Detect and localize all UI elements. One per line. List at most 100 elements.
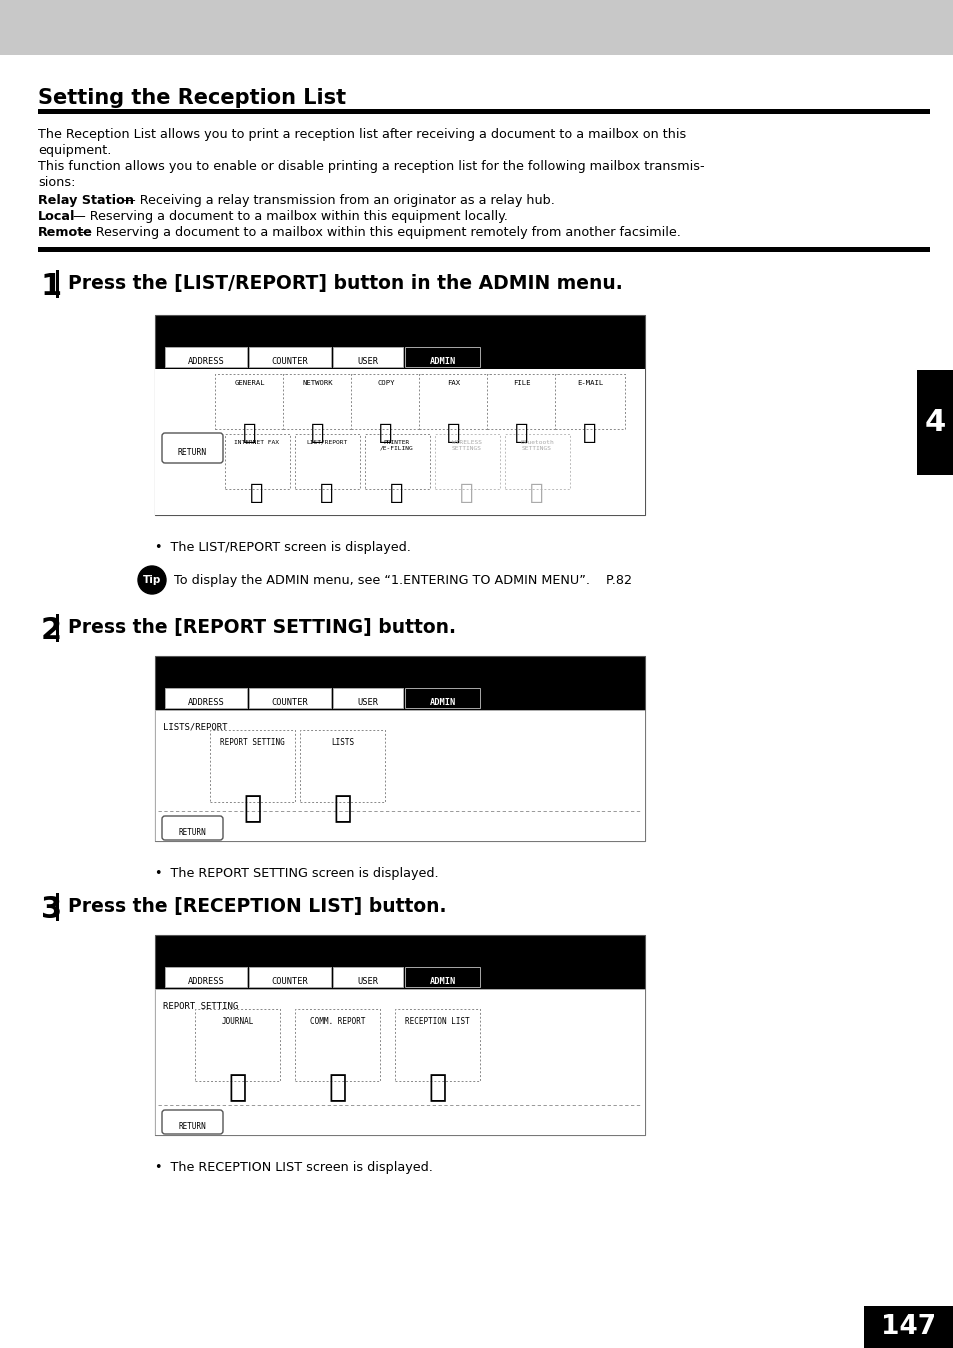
FancyBboxPatch shape xyxy=(162,1109,223,1134)
Text: COUNTER: COUNTER xyxy=(272,977,308,985)
Text: COUNTER: COUNTER xyxy=(272,357,308,367)
Bar xyxy=(154,936,644,1135)
Text: USER: USER xyxy=(357,698,378,706)
Text: ADDRESS: ADDRESS xyxy=(188,357,224,367)
Text: 3: 3 xyxy=(41,895,62,923)
Text: REPORT SETTING: REPORT SETTING xyxy=(163,1002,238,1011)
Bar xyxy=(154,369,644,515)
Text: COMM. REPORT: COMM. REPORT xyxy=(310,1016,365,1026)
Text: 🔧: 🔧 xyxy=(530,483,543,503)
Text: FAX: FAX xyxy=(447,380,460,386)
Bar xyxy=(165,967,247,987)
Text: 🔧: 🔧 xyxy=(243,423,256,443)
Text: Press the [LIST/REPORT] button in the ADMIN menu.: Press the [LIST/REPORT] button in the AD… xyxy=(68,274,622,293)
Text: RETURN: RETURN xyxy=(178,828,206,837)
Bar xyxy=(333,687,402,708)
Text: Press the [REPORT SETTING] button.: Press the [REPORT SETTING] button. xyxy=(68,617,456,638)
Text: Bluetooth
SETTINGS: Bluetooth SETTINGS xyxy=(519,439,554,450)
Bar xyxy=(154,989,644,1135)
Text: Relay Station: Relay Station xyxy=(38,194,133,208)
Bar xyxy=(154,710,644,841)
Text: 🔧: 🔧 xyxy=(390,483,403,503)
Bar xyxy=(210,731,294,802)
Text: — Receiving a relay transmission from an originator as a relay hub.: — Receiving a relay transmission from an… xyxy=(118,194,554,208)
Text: ADMIN: ADMIN xyxy=(429,698,456,706)
Text: Remote: Remote xyxy=(38,226,92,239)
Bar xyxy=(863,1306,953,1348)
Text: LIST/REPORT: LIST/REPORT xyxy=(306,439,347,445)
Bar xyxy=(435,434,499,489)
Text: RECEPTION LIST: RECEPTION LIST xyxy=(405,1016,470,1026)
Text: RETURN: RETURN xyxy=(178,1122,206,1131)
Text: 🔧: 🔧 xyxy=(582,423,596,443)
Bar xyxy=(283,373,353,429)
Bar xyxy=(351,373,420,429)
Bar xyxy=(249,967,331,987)
Text: E-MAIL: E-MAIL xyxy=(577,380,602,386)
Text: LISTS/REPORT: LISTS/REPORT xyxy=(163,723,227,732)
Text: The Reception List allows you to print a reception list after receiving a docume: The Reception List allows you to print a… xyxy=(38,128,685,142)
Text: 🔧: 🔧 xyxy=(515,423,528,443)
Text: INTERNET FAX: INTERNET FAX xyxy=(234,439,279,445)
Bar xyxy=(154,710,644,841)
Text: 📄: 📄 xyxy=(243,794,261,824)
Text: USER: USER xyxy=(357,977,378,985)
Text: PRINTER
/E-FILING: PRINTER /E-FILING xyxy=(379,439,414,450)
Bar xyxy=(165,687,247,708)
Text: •  The LIST/REPORT screen is displayed.: • The LIST/REPORT screen is displayed. xyxy=(154,541,411,554)
Text: 🔧: 🔧 xyxy=(311,423,324,443)
Text: •  The REPORT SETTING screen is displayed.: • The REPORT SETTING screen is displayed… xyxy=(154,867,438,880)
Bar xyxy=(249,687,331,708)
Text: sions:: sions: xyxy=(38,177,75,189)
Text: 1: 1 xyxy=(41,272,62,301)
Bar xyxy=(333,346,402,367)
Text: 2: 2 xyxy=(41,616,62,644)
Bar xyxy=(249,346,331,367)
Text: 🔧: 🔧 xyxy=(250,483,263,503)
Bar xyxy=(299,731,385,802)
Bar xyxy=(294,434,359,489)
Bar xyxy=(486,373,557,429)
Text: Tip: Tip xyxy=(143,576,161,585)
Text: NETWORK: NETWORK xyxy=(302,380,333,386)
Text: 🔧: 🔧 xyxy=(460,483,474,503)
Bar xyxy=(165,346,247,367)
Text: •  The RECEPTION LIST screen is displayed.: • The RECEPTION LIST screen is displayed… xyxy=(154,1161,433,1174)
Text: Press the [RECEPTION LIST] button.: Press the [RECEPTION LIST] button. xyxy=(68,896,446,917)
Bar xyxy=(395,1010,479,1081)
Text: WIRELESS
SETTINGS: WIRELESS SETTINGS xyxy=(452,439,481,450)
Bar xyxy=(38,109,929,115)
Bar xyxy=(56,892,59,921)
Text: 🔧: 🔧 xyxy=(320,483,334,503)
Circle shape xyxy=(138,566,166,594)
Text: ADMIN: ADMIN xyxy=(429,977,456,985)
Text: 📄: 📄 xyxy=(428,1073,446,1103)
Text: Setting the Reception List: Setting the Reception List xyxy=(38,88,346,108)
Text: JOURNAL: JOURNAL xyxy=(221,1016,253,1026)
FancyBboxPatch shape xyxy=(162,433,223,462)
Text: COUNTER: COUNTER xyxy=(272,698,308,706)
Text: COPY: COPY xyxy=(376,380,395,386)
Text: 📄: 📄 xyxy=(333,794,352,824)
Bar xyxy=(214,373,285,429)
Text: FILE: FILE xyxy=(513,380,530,386)
Bar xyxy=(418,373,489,429)
Bar xyxy=(555,373,624,429)
FancyBboxPatch shape xyxy=(916,369,953,474)
Text: equipment.: equipment. xyxy=(38,144,112,156)
Text: Local: Local xyxy=(38,210,75,222)
Bar xyxy=(154,315,644,515)
Text: USER: USER xyxy=(357,357,378,367)
Text: GENERAL: GENERAL xyxy=(234,380,265,386)
Bar xyxy=(405,687,479,708)
Text: REPORT SETTING: REPORT SETTING xyxy=(220,737,285,747)
Bar xyxy=(154,656,644,841)
Text: RETURN: RETURN xyxy=(177,448,207,457)
Bar xyxy=(38,247,929,252)
Text: — Reserving a document to a mailbox within this equipment locally.: — Reserving a document to a mailbox with… xyxy=(69,210,507,222)
Text: LISTS: LISTS xyxy=(331,737,354,747)
Bar xyxy=(56,270,59,298)
Bar xyxy=(405,967,479,987)
Text: To display the ADMIN menu, see “1.ENTERING TO ADMIN MENU”.    P.82: To display the ADMIN menu, see “1.ENTERI… xyxy=(173,574,631,586)
Bar xyxy=(504,434,569,489)
